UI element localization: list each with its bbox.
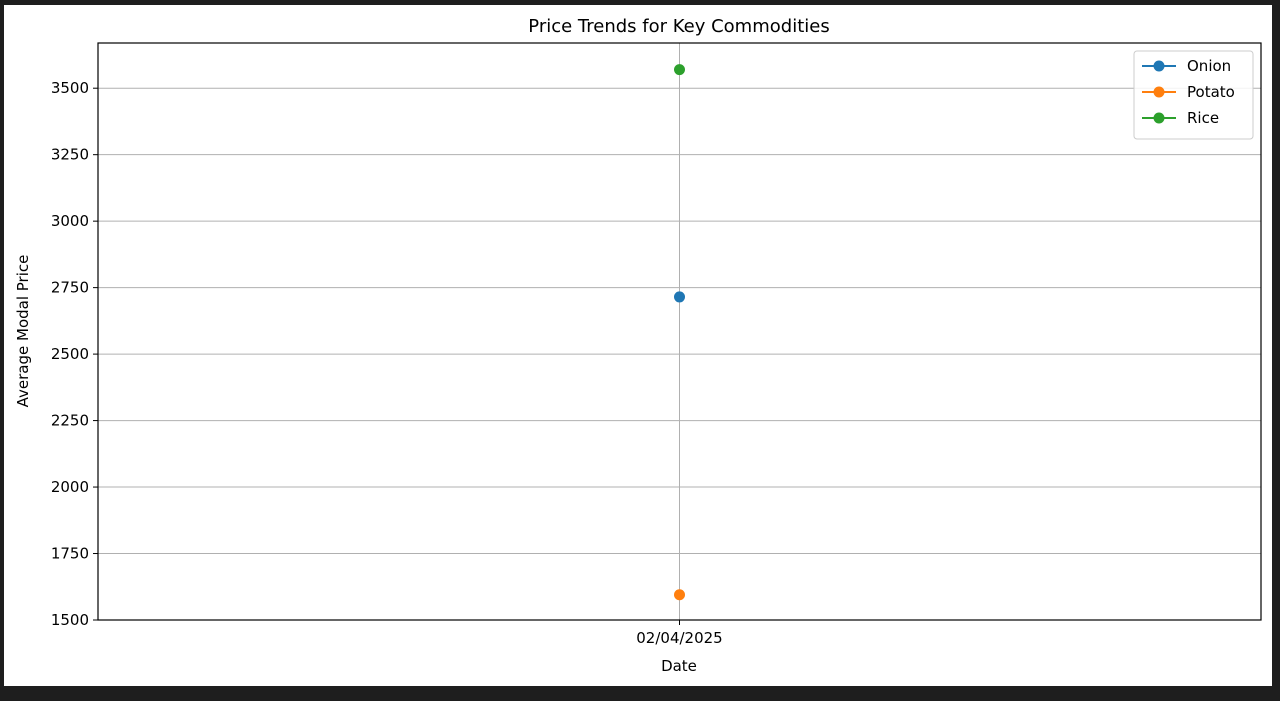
x-axis-label: Date	[661, 657, 697, 675]
series	[674, 64, 685, 601]
y-tick-label: 3500	[51, 79, 89, 97]
chart-title: Price Trends for Key Commodities	[528, 16, 829, 37]
figure-background	[4, 5, 1272, 686]
axes: 1500 1750 2000 2250 2500 2750 3000 3250 3500 02/0…	[51, 42, 1262, 647]
x-tick-label: 02/04/2025	[636, 629, 722, 647]
legend-marker-onion	[1153, 60, 1165, 72]
data-point-rice	[674, 64, 685, 76]
y-axis-label: Average Modal Price	[14, 255, 32, 408]
legend-marker-rice	[1153, 112, 1165, 124]
line-chart: Price Trends for Key Commodities 1500 175…	[4, 5, 1272, 686]
y-tick-label: 1750	[51, 545, 89, 563]
y-tick-label: 2750	[51, 279, 89, 297]
legend-label-onion: Onion	[1187, 57, 1231, 75]
y-tick-label: 1500	[51, 611, 89, 629]
legend-marker-potato	[1153, 86, 1165, 98]
y-tick-label: 2500	[51, 345, 89, 363]
legend-label-rice: Rice	[1187, 109, 1219, 127]
y-tick-label: 3000	[51, 212, 89, 230]
y-tick-label: 2000	[51, 478, 89, 496]
y-tick-label: 3250	[51, 146, 89, 164]
legend-label-potato: Potato	[1187, 83, 1235, 101]
plot-border	[97, 42, 1262, 621]
data-point-onion	[674, 291, 685, 303]
data-point-potato	[674, 589, 685, 601]
legend: Onion Potato Rice	[1133, 50, 1254, 140]
chart-frame: Price Trends for Key Commodities 1500 175…	[4, 5, 1272, 686]
grid	[98, 43, 1261, 621]
y-tick-label: 2250	[51, 412, 89, 430]
